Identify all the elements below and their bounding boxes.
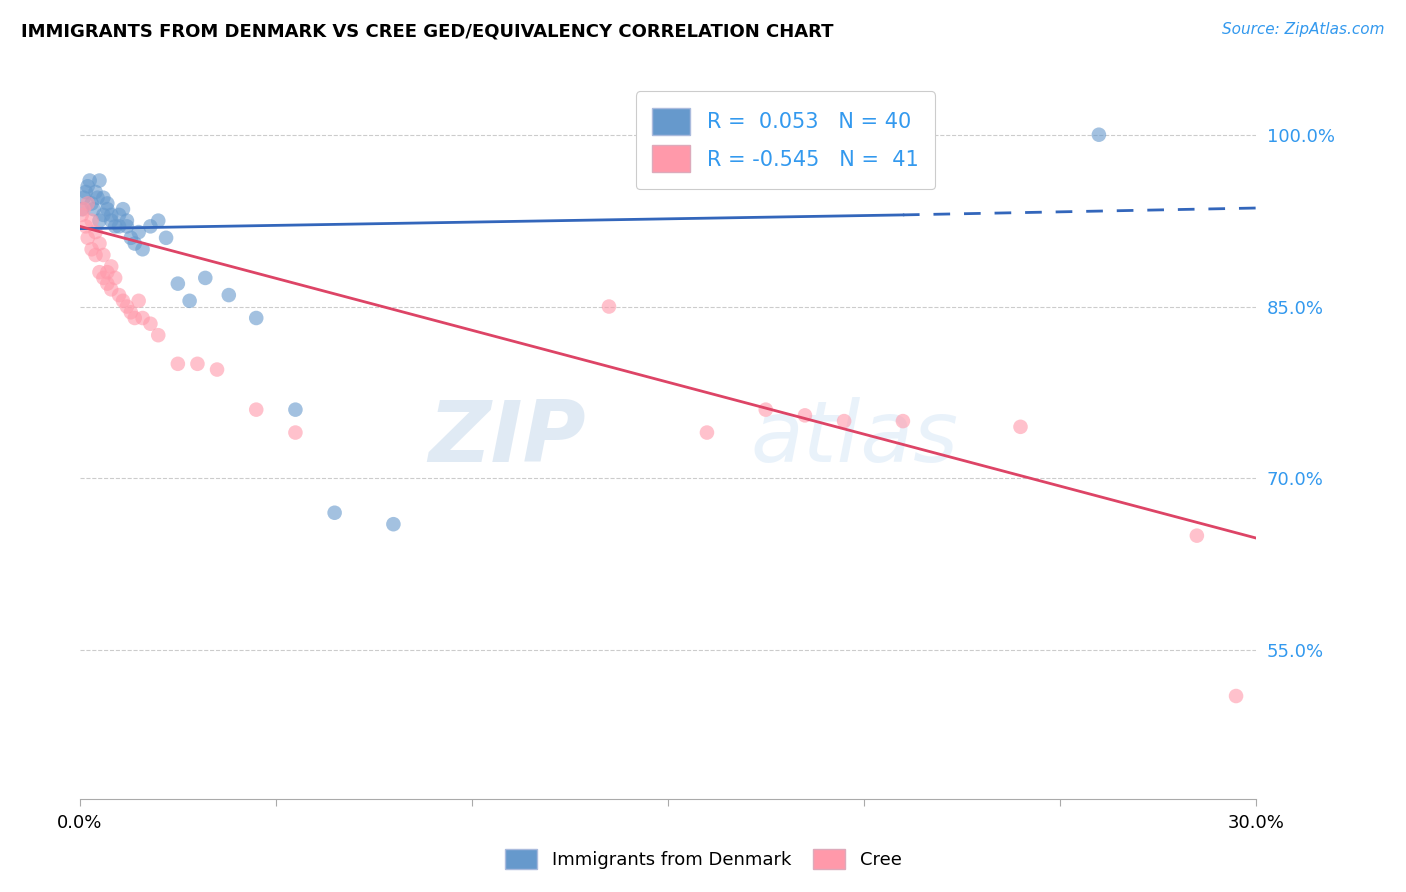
Point <box>73 191 96 205</box>
Point <box>128 225 150 239</box>
Point <box>89 236 111 251</box>
Point <box>755 402 778 417</box>
Point <box>139 219 162 234</box>
Point <box>79 173 101 187</box>
Point <box>93 191 115 205</box>
Point <box>124 236 146 251</box>
Point <box>793 409 815 423</box>
Point <box>73 202 96 217</box>
Point <box>832 414 855 428</box>
Point <box>166 357 188 371</box>
Point <box>75 185 97 199</box>
Point <box>186 357 208 371</box>
Point <box>1010 420 1032 434</box>
Point <box>148 213 170 227</box>
Point <box>179 293 201 308</box>
Point <box>115 219 138 234</box>
Point <box>70 202 93 217</box>
Text: atlas: atlas <box>749 397 957 480</box>
Point <box>108 208 131 222</box>
Point <box>96 196 118 211</box>
Point <box>124 311 146 326</box>
Point <box>89 213 111 227</box>
Point <box>323 506 346 520</box>
Point <box>80 213 103 227</box>
Point <box>245 402 267 417</box>
Point <box>100 213 122 227</box>
Point <box>598 300 620 314</box>
Point <box>131 242 153 256</box>
Point <box>96 277 118 291</box>
Point <box>70 208 93 222</box>
Point <box>100 282 122 296</box>
Point <box>76 196 98 211</box>
Point <box>96 265 118 279</box>
Point <box>696 173 718 187</box>
Text: ZIP: ZIP <box>427 397 585 480</box>
Point <box>696 425 718 440</box>
Point <box>111 293 134 308</box>
Point <box>75 219 97 234</box>
Point <box>84 185 107 199</box>
Point <box>93 248 115 262</box>
Point <box>86 191 108 205</box>
Point <box>148 328 170 343</box>
Point <box>76 179 98 194</box>
Point <box>128 293 150 308</box>
Point <box>108 288 131 302</box>
Text: IMMIGRANTS FROM DENMARK VS CREE GED/EQUIVALENCY CORRELATION CHART: IMMIGRANTS FROM DENMARK VS CREE GED/EQUI… <box>21 22 834 40</box>
Point <box>131 311 153 326</box>
Point <box>155 231 177 245</box>
Point <box>84 225 107 239</box>
Point <box>1088 128 1111 142</box>
Point <box>120 305 142 319</box>
Point <box>76 231 98 245</box>
Point <box>93 208 115 222</box>
Point <box>284 402 307 417</box>
Point <box>1225 689 1247 703</box>
Legend: R =  0.053   N = 40, R = -0.545   N =  41: R = 0.053 N = 40, R = -0.545 N = 41 <box>636 92 935 189</box>
Point <box>104 271 127 285</box>
Point <box>166 277 188 291</box>
Point <box>245 311 267 326</box>
Point <box>115 300 138 314</box>
Point <box>115 213 138 227</box>
Point <box>284 425 307 440</box>
Point <box>80 196 103 211</box>
Legend: Immigrants from Denmark, Cree: Immigrants from Denmark, Cree <box>495 839 911 879</box>
Text: Source: ZipAtlas.com: Source: ZipAtlas.com <box>1222 22 1385 37</box>
Point <box>96 202 118 217</box>
Point <box>93 271 115 285</box>
Point <box>89 265 111 279</box>
Point <box>111 202 134 217</box>
Point <box>108 219 131 234</box>
Point <box>139 317 162 331</box>
Point <box>100 260 122 274</box>
Point <box>83 202 105 217</box>
Point <box>80 242 103 256</box>
Point <box>120 231 142 245</box>
Point <box>891 414 914 428</box>
Point <box>84 248 107 262</box>
Point <box>100 208 122 222</box>
Point <box>205 362 228 376</box>
Point <box>104 219 127 234</box>
Point <box>218 288 240 302</box>
Point <box>382 517 405 532</box>
Point <box>1185 529 1208 543</box>
Point <box>89 173 111 187</box>
Point <box>194 271 217 285</box>
